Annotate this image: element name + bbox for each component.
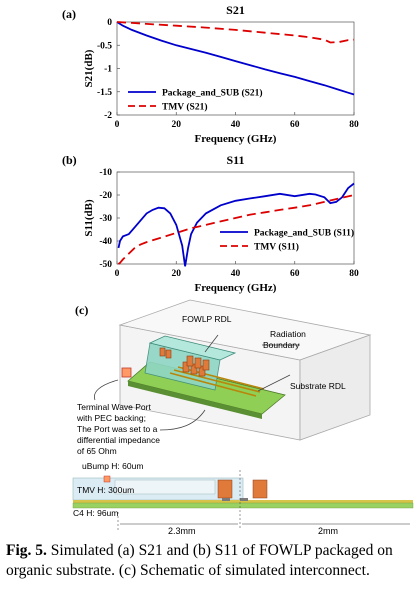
label-radiation-2: Boundary [263,340,300,350]
wave-port [121,367,132,378]
rdl-trace [173,369,261,393]
panel-label-c: (c) [75,303,88,317]
x-axis-label: Frequency (GHz) [195,282,277,294]
rdl-trace [169,372,257,397]
y-tick-label: -50 [99,260,112,270]
x-tick-label: 20 [172,269,182,279]
label-fowlp-rdl: FOWLP RDL [182,314,232,324]
legend-label: Package_and_SUB (S11) [254,228,354,239]
die [114,479,216,495]
tmv-section [217,479,233,499]
fowlp-package-top [148,335,237,361]
panel-label: (b) [62,153,77,167]
label-port-1: Terminal Wave Port [77,402,151,412]
x-tick-label: 40 [231,120,241,130]
y-tick-label: -1.5 [97,88,112,98]
label-tmv: TMV H: 300um [77,485,134,495]
chart-s11: (b) S11 0 20 40 60 80 -10 -20 -30 -40 -50 Frequency … [62,153,359,294]
legend-label: TMV (S21) [162,102,207,113]
label-port-5: of 65 Ohm [77,446,117,456]
substrate-rdl-section [73,500,413,503]
legend-label: TMV (S11) [254,242,299,253]
schematic-3d: (c) FOWLP RDL [75,299,372,456]
figure-caption: Fig. 5. Simulated (a) S21 and (b) S11 of… [6,541,410,581]
label-port-4: differential impedance [77,435,160,445]
label-dim-left: 2.3mm [168,526,196,536]
x-tick-label: 40 [231,269,241,279]
schematic-cross-section: uBump H: 60um TMV H: 300um C4 H: 96um 2.… [72,461,414,536]
tmv-array [159,347,210,377]
series-line-tmv [117,194,355,265]
label-dim-right: 2mm [318,526,338,536]
x-tick-label: 0 [115,120,120,130]
tmv-section [252,479,268,499]
y-tick-label: -1 [104,65,112,75]
y-tick-label: -2 [104,111,112,121]
label-radiation-1: Radiation [270,329,306,339]
y-tick-label: -40 [99,237,112,247]
substrate-edge [128,381,262,419]
y-tick-label: -10 [99,168,112,178]
plot-frame [116,21,355,116]
radiation-box-side [299,334,371,441]
x-tick-label: 60 [290,269,300,279]
panel-label: (a) [62,7,76,21]
x-tick-label: 80 [349,120,359,130]
label-substrate-rdl: Substrate RDL [290,381,346,391]
chart-title: S21 [226,3,245,17]
y-axis-label: S11(dB) [83,199,95,237]
port-section [103,475,111,483]
y-tick-label: 0 [107,18,112,28]
series-line-package [117,182,355,267]
label-c4: C4 H: 96um [73,508,118,518]
series-line-tmv [116,21,355,44]
figure-canvas: (a) S21 0 20 40 60 80 0 -0.5 -1 -1.5 -2 Frequency (G… [62,3,414,536]
x-tick-label: 0 [115,269,120,279]
label-ubump: uBump H: 60um [82,461,143,471]
x-tick-label: 60 [290,120,300,130]
chart-title: S11 [226,153,244,167]
y-tick-label: -30 [99,214,112,224]
y-tick-label: -20 [99,191,112,201]
y-axis-label: S21(dB) [83,49,95,87]
caption-fig-label: Fig. 5. [6,542,47,559]
label-port-2: with PEC backing; [76,413,146,423]
chart-s21: (a) S21 0 20 40 60 80 0 -0.5 -1 -1.5 -2 Frequency (G… [62,3,359,145]
x-tick-label: 20 [172,120,182,130]
substrate-section [72,502,414,509]
legend-label: Package_and_SUB (S21) [162,88,263,99]
label-port-3: The Port was set to a [77,424,158,434]
series-line-package [116,21,355,96]
x-axis-label: Frequency (GHz) [195,133,277,145]
x-tick-label: 80 [349,269,359,279]
y-tick-label: -0.5 [97,41,112,51]
caption-text: Simulated (a) S21 and (b) S11 of FOWLP p… [6,542,393,579]
